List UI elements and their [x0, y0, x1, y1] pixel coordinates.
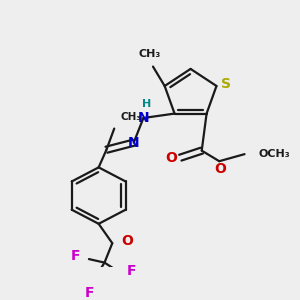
- Text: F: F: [127, 264, 136, 278]
- Text: H: H: [142, 99, 151, 109]
- Text: N: N: [128, 136, 140, 150]
- Text: N: N: [138, 111, 149, 125]
- Text: O: O: [166, 151, 178, 165]
- Text: O: O: [121, 234, 133, 248]
- Text: S: S: [221, 77, 231, 91]
- Text: CH₃: CH₃: [139, 49, 161, 58]
- Text: F: F: [71, 249, 80, 263]
- Text: F: F: [85, 286, 95, 299]
- Text: CH₃: CH₃: [120, 112, 141, 122]
- Text: O: O: [214, 162, 226, 176]
- Text: OCH₃: OCH₃: [258, 149, 290, 159]
